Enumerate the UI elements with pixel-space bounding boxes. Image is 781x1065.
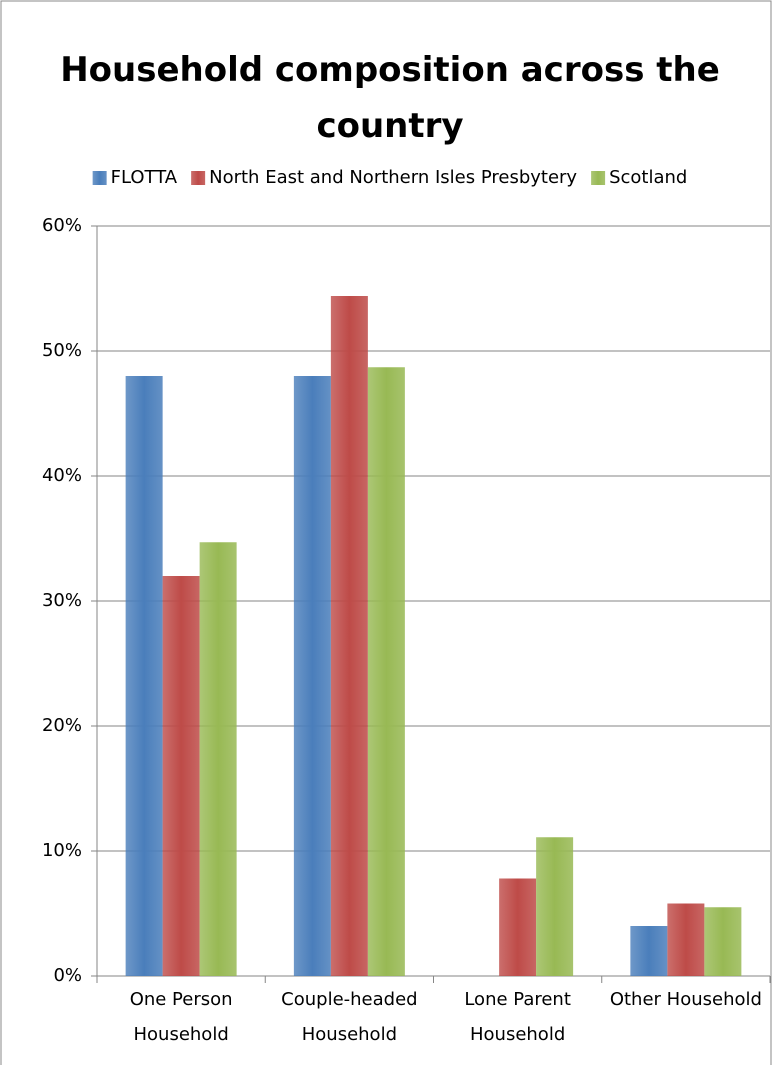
legend-swatch [591,171,606,185]
y-tick-label: 40% [42,465,82,486]
bar [536,837,574,976]
x-tick-label: Other Household [609,989,762,1010]
y-tick-label: 10% [42,840,82,861]
bar [630,926,668,976]
x-tick-label: Lone Parent Household [464,989,571,1045]
bar [199,542,237,976]
x-tick-label: One Person Household [129,989,233,1045]
bar [367,367,405,976]
legend-label: North East and Northern Isles Presbytery [209,167,577,188]
bar [330,296,368,976]
legend-swatch [191,171,206,185]
y-tick-label: 0% [53,965,82,986]
y-tick-label: 20% [42,715,82,736]
bar [293,376,331,976]
y-tick-label: 50% [42,340,82,361]
y-tick-label: 60% [42,215,82,236]
bar [499,878,537,976]
legend-label: Scotland [609,167,687,188]
bar [667,903,705,976]
bar [704,907,742,976]
legend-label: FLOTTA [111,167,178,188]
legend-swatch [92,171,107,185]
bar [162,576,200,976]
y-tick-label: 30% [42,590,82,611]
x-tick-label: Couple-headed Household [281,989,418,1045]
bar [125,376,163,976]
chart-title: Household composition across the country [60,50,720,146]
